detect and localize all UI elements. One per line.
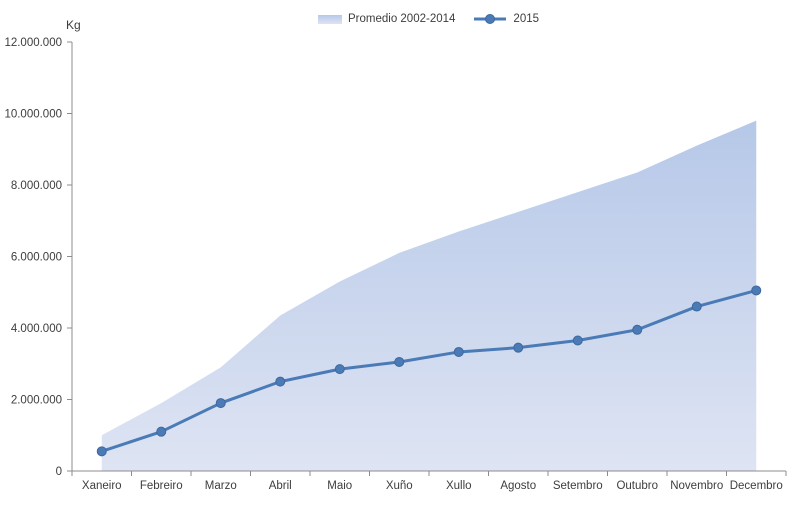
legend-label-promedio: Promedio 2002-2014 xyxy=(348,13,456,25)
y-tick-label: 8.000.000 xyxy=(11,180,62,192)
legend-item-promedio: Promedio 2002-2014 xyxy=(318,13,455,25)
data-point-marker xyxy=(96,446,107,457)
x-tick-label: Marzo xyxy=(205,480,237,492)
area-swatch-icon xyxy=(318,14,342,24)
y-tick-label: 2.000.000 xyxy=(11,395,62,407)
line-swatch-icon xyxy=(474,14,507,24)
data-point-marker xyxy=(632,324,643,335)
x-tick-label: Agosto xyxy=(500,480,536,492)
data-point-marker xyxy=(394,356,405,367)
x-tick-label: Decembro xyxy=(730,480,783,492)
y-tick-label: 12.000.000 xyxy=(4,37,62,49)
data-point-marker xyxy=(513,342,524,353)
data-point-marker xyxy=(215,398,226,409)
y-tick-label: 10.000.000 xyxy=(4,109,62,121)
y-tick-label: 4.000.000 xyxy=(11,323,62,335)
data-point-marker xyxy=(156,426,167,437)
series-line-2015 xyxy=(100,288,758,453)
x-tick-label: Febreiro xyxy=(140,480,183,492)
legend-item-2015: 2015 xyxy=(473,13,539,25)
data-point-marker xyxy=(572,335,583,346)
series-area-promedio xyxy=(101,120,757,472)
x-tick-label: Novembro xyxy=(670,480,723,492)
data-point-marker xyxy=(275,376,286,387)
x-tick-label: Abril xyxy=(269,480,292,492)
data-point-marker xyxy=(691,301,702,312)
legend-label-2015: 2015 xyxy=(513,13,540,25)
data-point-marker xyxy=(334,364,345,375)
y-tick-label: 6.000.000 xyxy=(11,252,62,264)
chart-legend: Promedio 2002-2014 2015 xyxy=(318,13,539,25)
data-point-marker xyxy=(453,346,464,357)
y-axis-unit-label: Kg xyxy=(66,18,81,32)
y-tick-label: 0 xyxy=(56,466,62,478)
data-point-marker xyxy=(751,285,762,296)
x-tick-label: Xaneiro xyxy=(82,480,122,492)
x-tick-label: Xuño xyxy=(386,480,413,492)
x-tick-label: Outubro xyxy=(616,480,658,492)
x-tick-label: Maio xyxy=(327,480,352,492)
x-tick-label: Setembro xyxy=(553,480,603,492)
x-tick-label: Xullo xyxy=(446,480,472,492)
